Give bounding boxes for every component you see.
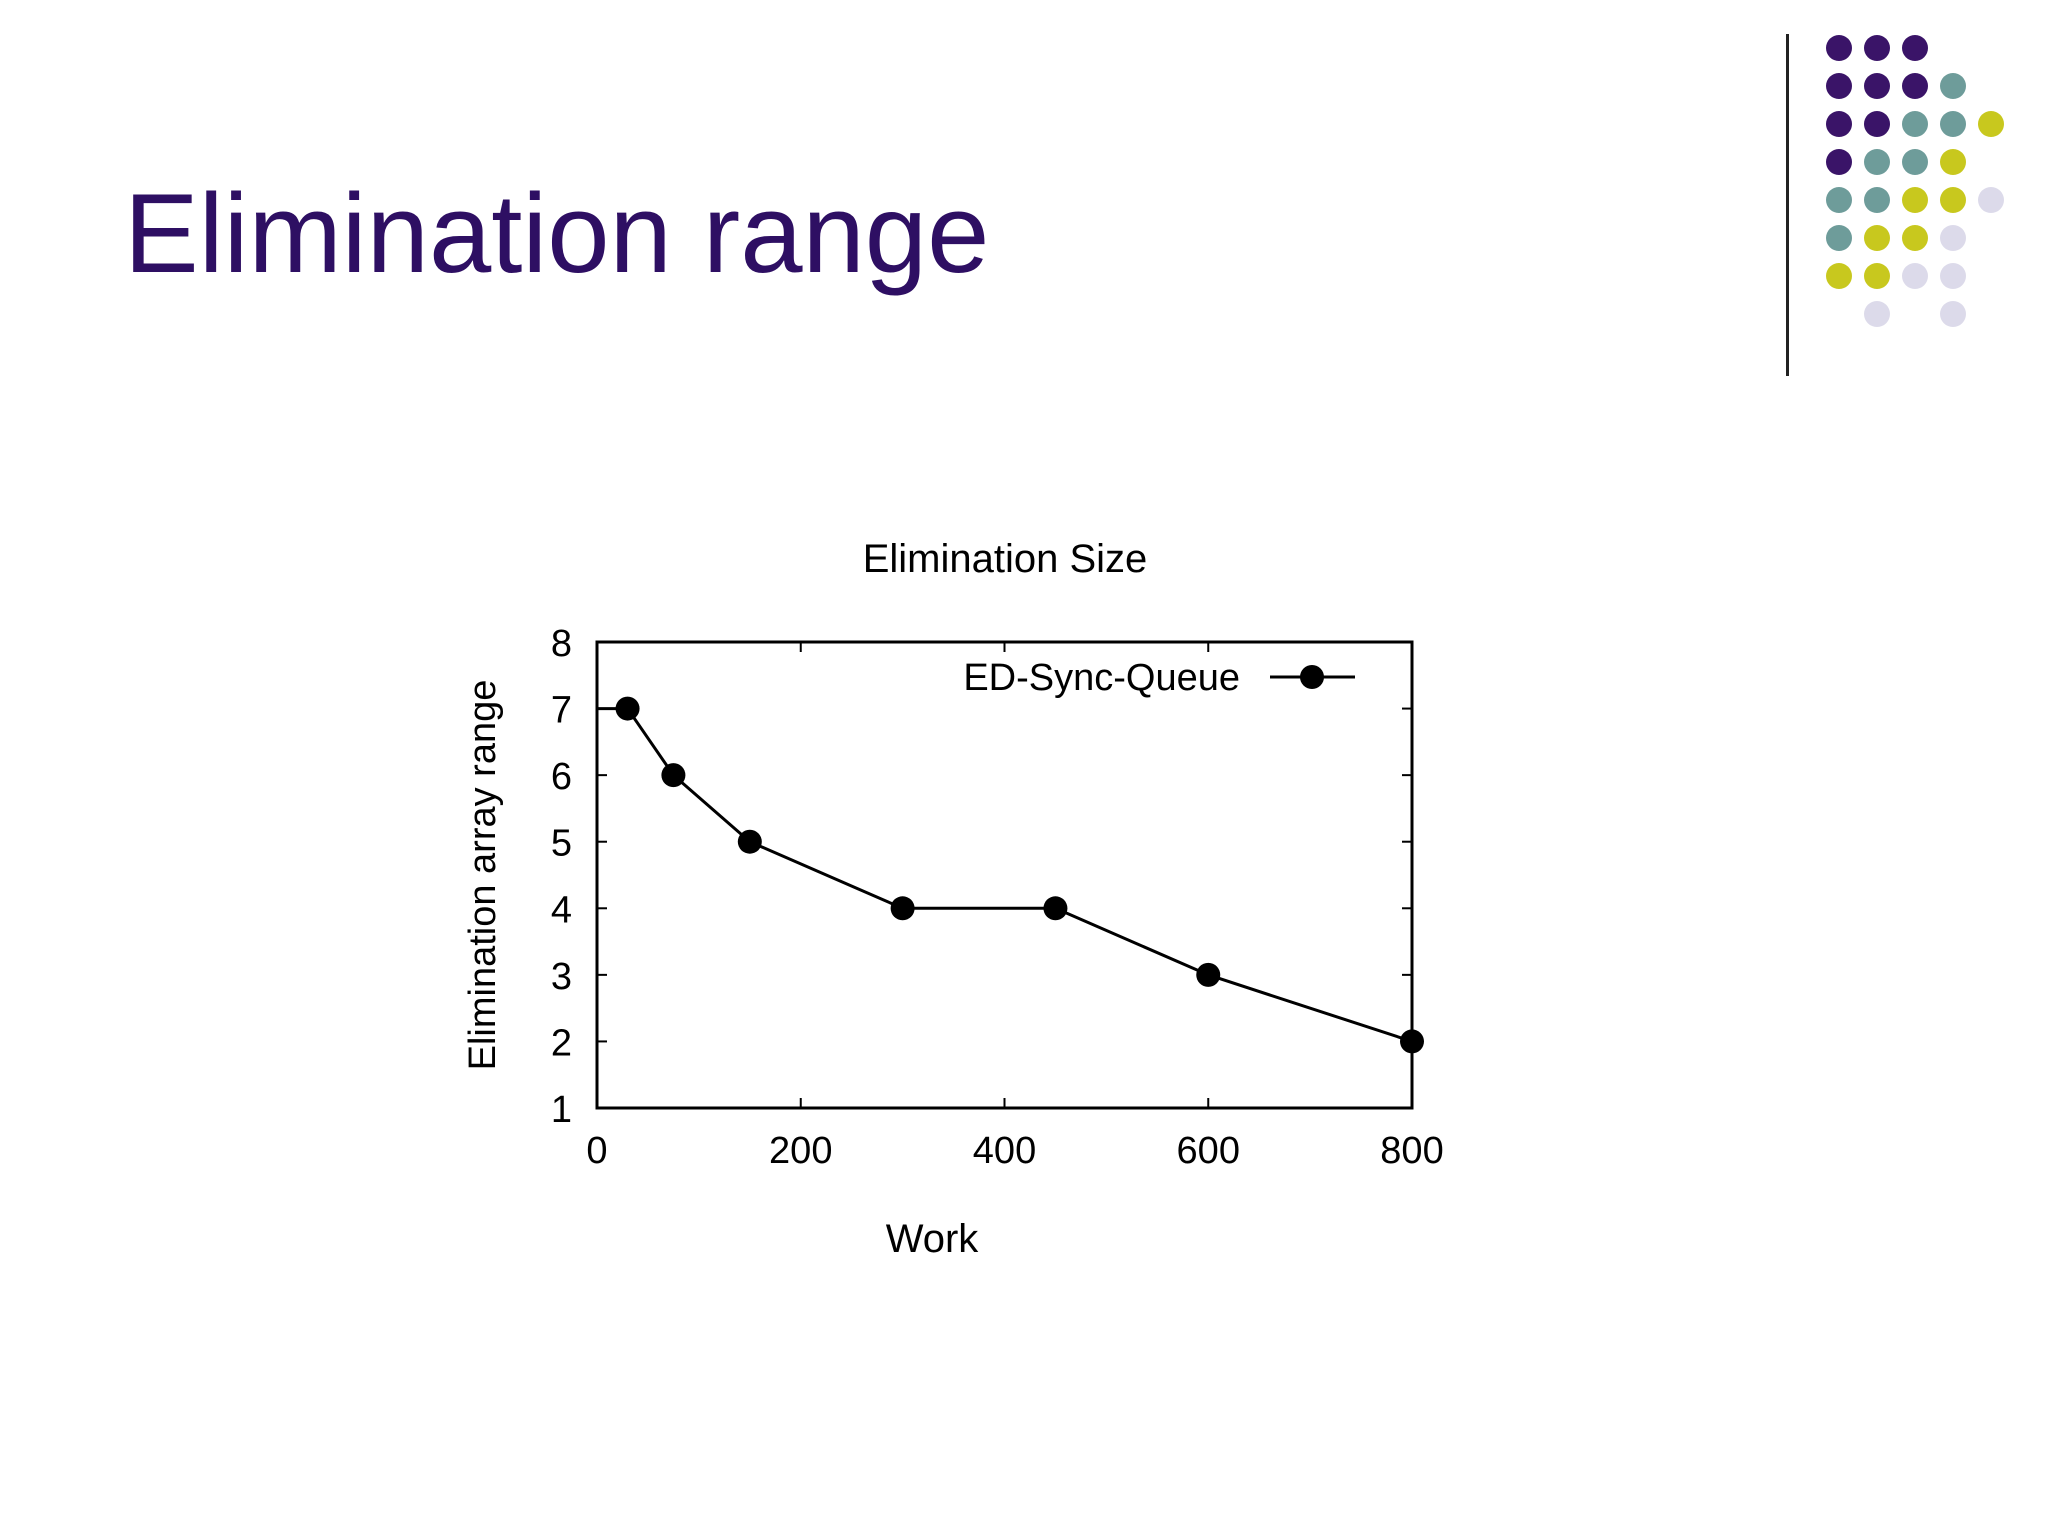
data-point — [890, 896, 915, 921]
y-tick-label: 2 — [551, 1022, 572, 1064]
decorative-dot — [1902, 73, 1928, 99]
axes-ticks: 0 200 400 600 800 1 2 3 4 5 6 7 8 — [551, 623, 1444, 1172]
decorative-dot — [1864, 73, 1890, 99]
decorative-dot — [1864, 187, 1890, 213]
decorative-dot — [1864, 149, 1890, 175]
decorative-dot — [1826, 73, 1852, 99]
series-line — [597, 707, 1413, 1043]
data-point — [1043, 896, 1068, 921]
decorative-dot — [1978, 187, 2004, 213]
decorative-dot — [1864, 111, 1890, 137]
data-point — [1196, 962, 1221, 987]
data-point — [737, 829, 762, 854]
decorative-dot — [1902, 111, 1928, 137]
chart-y-axis-label: Elimination array range — [462, 680, 504, 1071]
y-tick-label: 7 — [551, 690, 572, 732]
decorative-dot — [1940, 301, 1966, 327]
decorative-dot — [1826, 225, 1852, 251]
y-tick-label: 6 — [551, 756, 572, 798]
decorative-dot — [1902, 149, 1928, 175]
decorative-dot — [1940, 187, 1966, 213]
chart-title: Elimination Size — [863, 537, 1148, 581]
decorative-dot — [1940, 73, 1966, 99]
x-tick-label: 400 — [973, 1130, 1036, 1172]
chart-svg: Elimination Size Elimination array range… — [462, 537, 1444, 1261]
y-tick-label: 4 — [551, 889, 572, 931]
chart-legend: ED-Sync-Queue — [963, 657, 1355, 699]
y-tick-label: 8 — [551, 623, 572, 665]
decorative-dot — [1826, 35, 1852, 61]
slide-title: Elimination range — [124, 171, 990, 296]
decorative-dot — [1902, 263, 1928, 289]
plot-area-frame — [595, 640, 1414, 1110]
decorative-dot — [1826, 263, 1852, 289]
x-tick-label: 0 — [586, 1130, 607, 1172]
decorative-dot — [1826, 111, 1852, 137]
series-layer — [597, 696, 1424, 1054]
decorative-dot — [1864, 35, 1890, 61]
decorative-dot — [1864, 301, 1890, 327]
legend-label: ED-Sync-Queue — [963, 657, 1240, 699]
decorative-dot — [1864, 263, 1890, 289]
data-point — [1400, 1029, 1424, 1054]
x-tick-label: 800 — [1380, 1130, 1443, 1172]
decorative-dot — [1864, 225, 1890, 251]
x-tick-label: 600 — [1177, 1130, 1240, 1172]
decorative-dot — [1826, 187, 1852, 213]
decorative-dot — [1978, 111, 2004, 137]
decorative-dot — [1940, 225, 1966, 251]
chart-x-axis-label: Work — [886, 1217, 980, 1261]
y-tick-label: 5 — [551, 823, 572, 865]
y-tick-label: 3 — [551, 956, 572, 998]
title-divider — [1786, 34, 1789, 376]
decorative-dot — [1902, 187, 1928, 213]
data-point — [661, 763, 686, 788]
decorative-dot — [1940, 111, 1966, 137]
legend-marker — [1300, 665, 1324, 689]
decorative-dot — [1902, 35, 1928, 61]
decorative-dot — [1826, 149, 1852, 175]
elimination-size-chart: Elimination Size Elimination array range… — [400, 520, 1520, 1320]
decorative-dot — [1940, 263, 1966, 289]
decorative-dot — [1940, 149, 1966, 175]
x-tick-label: 200 — [769, 1130, 832, 1172]
data-point — [615, 696, 640, 721]
decorative-dot — [1902, 225, 1928, 251]
y-tick-label: 1 — [551, 1089, 572, 1131]
